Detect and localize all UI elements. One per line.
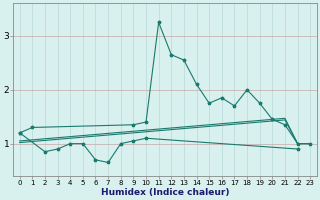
X-axis label: Humidex (Indice chaleur): Humidex (Indice chaleur)	[101, 188, 229, 197]
